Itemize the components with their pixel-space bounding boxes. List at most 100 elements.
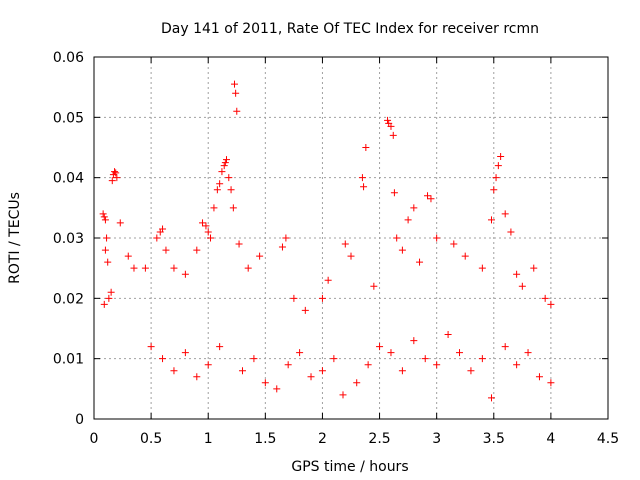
x-tick-label: 0 [90, 431, 99, 447]
data-point [376, 343, 384, 351]
data-point [162, 246, 170, 254]
x-axis-ticks: 0 0.5 1 1.5 2 2.5 3 3.5 4 4.5 [90, 57, 619, 447]
data-point [410, 204, 418, 212]
data-point [229, 204, 237, 212]
chart-title: Day 141 of 2011, Rate Of TEC Index for r… [161, 21, 539, 37]
data-point [461, 252, 469, 260]
data-point [296, 349, 304, 357]
data-point [220, 162, 228, 170]
data-point [404, 216, 412, 224]
data-point [100, 300, 108, 308]
data-point [433, 361, 441, 369]
x-tick-label: 3 [432, 431, 441, 447]
data-point [170, 367, 178, 375]
data-point [261, 379, 269, 387]
data-point [193, 246, 201, 254]
data-point [341, 240, 349, 248]
data-point [384, 116, 392, 124]
data-point [339, 391, 347, 399]
data-point [416, 258, 424, 266]
data-series [99, 80, 555, 402]
data-point [518, 282, 526, 290]
data-point [153, 234, 161, 242]
data-point [181, 270, 189, 278]
data-point [360, 183, 368, 191]
data-point [487, 394, 495, 402]
data-point [387, 349, 395, 357]
data-point [318, 294, 326, 302]
data-point [467, 367, 475, 375]
data-point [204, 361, 212, 369]
y-axis-ticks: 0 0.01 0.02 0.03 0.04 0.05 0.06 [53, 50, 608, 428]
data-point [235, 240, 243, 248]
data-point [307, 373, 315, 381]
data-point [318, 367, 326, 375]
data-point [230, 80, 238, 88]
data-point [103, 234, 111, 242]
data-point [492, 174, 500, 182]
data-point [427, 195, 435, 203]
data-point [104, 258, 112, 266]
data-point [497, 153, 505, 161]
data-point [202, 222, 210, 230]
x-tick-label: 1 [204, 431, 213, 447]
data-point [107, 288, 115, 296]
data-point [218, 168, 226, 176]
y-tick-label: 0.04 [53, 171, 84, 187]
data-point [490, 186, 498, 194]
data-point [232, 89, 240, 97]
data-point [330, 355, 338, 363]
data-point [393, 234, 401, 242]
data-point [170, 264, 178, 272]
data-point [193, 373, 201, 381]
data-point [111, 168, 119, 176]
data-point [541, 294, 549, 302]
data-point [273, 385, 281, 393]
data-point [421, 355, 429, 363]
data-point [210, 204, 218, 212]
data-point [547, 379, 555, 387]
x-tick-label: 3.5 [483, 431, 505, 447]
data-point [487, 216, 495, 224]
data-point [450, 240, 458, 248]
data-point [233, 107, 241, 115]
data-point [389, 131, 397, 139]
data-point [244, 264, 252, 272]
data-point [199, 219, 207, 227]
data-point [213, 186, 221, 194]
data-point [216, 180, 224, 188]
data-point [353, 379, 361, 387]
data-point [100, 213, 108, 221]
data-point [494, 162, 502, 170]
data-point [347, 252, 355, 260]
data-point [278, 243, 286, 251]
x-tick-label: 0.5 [140, 431, 162, 447]
data-point [105, 294, 113, 302]
y-tick-label: 0.03 [53, 231, 84, 247]
data-point [207, 234, 215, 242]
grid-lines [94, 57, 608, 419]
data-point [112, 169, 120, 177]
data-point [398, 246, 406, 254]
x-tick-label: 4.5 [597, 431, 619, 447]
data-point [370, 282, 378, 290]
x-tick-label: 4 [546, 431, 555, 447]
data-point [530, 264, 538, 272]
data-point [216, 343, 224, 351]
data-point [358, 174, 366, 182]
data-point [222, 156, 230, 164]
y-tick-label: 0.06 [53, 50, 84, 66]
data-point [456, 349, 464, 357]
y-tick-label: 0.05 [53, 110, 84, 126]
data-point [282, 234, 290, 242]
data-point [424, 192, 432, 200]
y-axis-label: ROTI / TECUs [7, 192, 23, 284]
data-point [130, 264, 138, 272]
data-point [387, 122, 395, 130]
x-axis-label: GPS time / hours [291, 459, 408, 475]
data-point [141, 264, 149, 272]
data-point [444, 331, 452, 339]
y-tick-label: 0.02 [53, 291, 84, 307]
data-point [221, 159, 229, 167]
